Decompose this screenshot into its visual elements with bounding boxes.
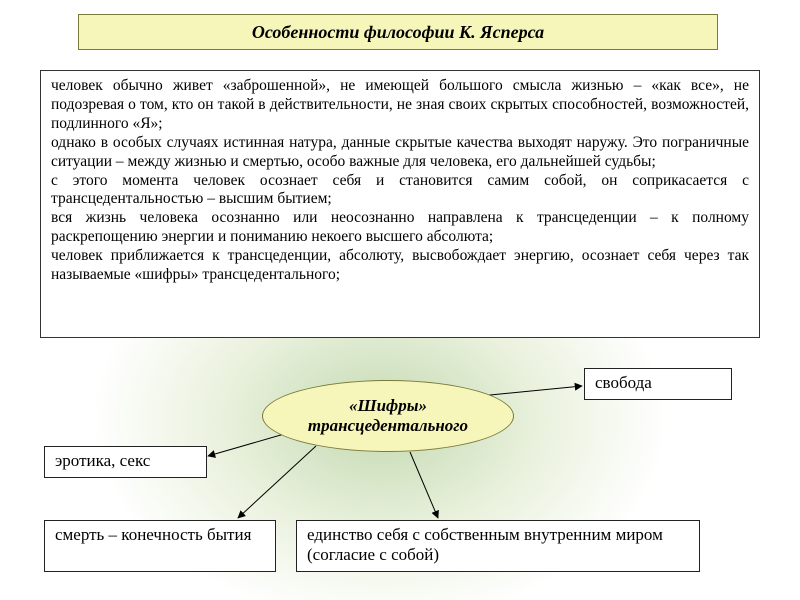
node-death: смерть – конечность бытия xyxy=(44,520,276,572)
node-erotica-label: эротика, секс xyxy=(55,451,150,470)
main-text-block: человек обычно живет «заброшенной», не и… xyxy=(40,70,760,338)
center-ellipse: «Шифры» трансцедентального xyxy=(262,380,514,452)
paragraph: человек обычно живет «заброшенной», не и… xyxy=(51,77,749,134)
node-erotica: эротика, секс xyxy=(44,446,207,478)
node-freedom-label: свобода xyxy=(595,373,652,392)
paragraph: вся жизнь человека осознанно или неосозн… xyxy=(51,209,749,247)
title-text: Особенности философии К. Ясперса xyxy=(252,22,544,43)
title-banner: Особенности философии К. Ясперса xyxy=(78,14,718,50)
node-death-label: смерть – конечность бытия xyxy=(55,525,251,544)
center-line2: трансцедентального xyxy=(308,416,468,435)
paragraph: с этого момента человек осознает себя и … xyxy=(51,172,749,210)
node-freedom: свобода xyxy=(584,368,732,400)
paragraph: однако в особых случаях истинная натура,… xyxy=(51,134,749,172)
center-line1: «Шифры» xyxy=(349,396,427,415)
paragraph: человек приближается к трансцеденции, аб… xyxy=(51,247,749,285)
node-unity: единство себя с собственным внутренним м… xyxy=(296,520,700,572)
node-unity-label: единство себя с собственным внутренним м… xyxy=(307,525,663,564)
center-label: «Шифры» трансцедентального xyxy=(308,396,468,436)
